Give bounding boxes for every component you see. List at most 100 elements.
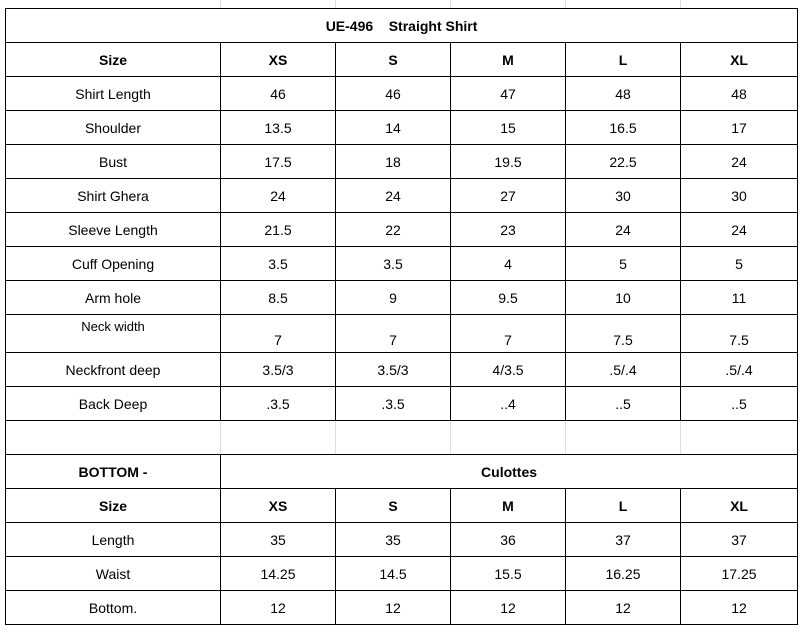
table-cell: ..4	[450, 386, 566, 421]
table-cell: 12	[565, 590, 681, 625]
table-cell: 18	[335, 144, 451, 179]
table-cell: 4/3.5	[450, 352, 566, 387]
table-cell: .3.5	[335, 386, 451, 421]
table-title: UE-496 Straight Shirt	[4, 8, 799, 43]
table-cell: 12	[679, 590, 799, 625]
table-cell: 14.5	[335, 556, 451, 591]
table-cell: 7	[220, 314, 336, 353]
table-row: Bottom. 12 12 12 12 12	[5, 590, 799, 625]
table-row: Waist 14.25 14.5 15.5 16.25 17.25	[5, 556, 799, 591]
section-label: BOTTOM -	[5, 454, 221, 489]
row-label: Length	[5, 522, 221, 557]
table-cell: 30	[679, 178, 799, 213]
column-header: M	[450, 488, 566, 523]
table-cell: 19.5	[450, 144, 566, 179]
table-cell: 3.5	[335, 246, 451, 281]
table-row: Neck width 7 7 7 7.5 7.5	[5, 314, 799, 353]
table-cell: 14.25	[220, 556, 336, 591]
empty-cell	[335, 420, 451, 455]
table-cell: 7	[335, 314, 451, 353]
table-cell: 8.5	[220, 280, 336, 315]
empty-cell	[450, 420, 566, 455]
column-header: XL	[679, 488, 799, 523]
column-header: L	[565, 42, 681, 77]
table-cell: ..5	[565, 386, 681, 421]
table-cell: 46	[335, 76, 451, 111]
table-cell: 9.5	[450, 280, 566, 315]
column-header: M	[450, 42, 566, 77]
empty-cell	[565, 420, 681, 455]
table-row: Shoulder 13.5 14 15 16.5 17	[5, 110, 799, 145]
table-cell: 3.5	[220, 246, 336, 281]
table-cell: 37	[679, 522, 799, 557]
table-cell: 24	[679, 212, 799, 247]
table-cell: 35	[335, 522, 451, 557]
table-cell: 24	[220, 178, 336, 213]
column-header: XS	[220, 488, 336, 523]
empty-cell	[5, 420, 221, 455]
empty-cell	[679, 420, 799, 455]
table-cell: 13.5	[220, 110, 336, 145]
table-cell: 24	[335, 178, 451, 213]
column-header: XL	[679, 42, 799, 77]
column-header: S	[335, 42, 451, 77]
table-cell: 47	[450, 76, 566, 111]
bottom-title-row: BOTTOM - Culottes	[5, 454, 799, 489]
table-cell: 7.5	[679, 314, 799, 353]
table-cell: .5/.4	[679, 352, 799, 387]
size-chart-table: UE-496 Straight Shirt Size XS S M L XL Shirt Le…	[4, 8, 799, 625]
table-row: Neckfront deep 3.5/3 3.5/3 4/3.5.5/.4.5/.4	[5, 352, 799, 387]
table-cell: 17	[679, 110, 799, 145]
table-row: Sleeve Length 21.5 22 23 24 24	[5, 212, 799, 247]
table-cell: 3.5/3	[220, 352, 336, 387]
table-row: Length 35 35 36 37 37	[5, 522, 799, 557]
table-cell: 5	[565, 246, 681, 281]
table-cell: 7.5	[565, 314, 681, 353]
row-label: Waist	[5, 556, 221, 591]
table-cell: 15	[450, 110, 566, 145]
row-label: Shirt Ghera	[5, 178, 221, 213]
table-cell: 12	[220, 590, 336, 625]
table-cell: 37	[565, 522, 681, 557]
table-cell: 4	[450, 246, 566, 281]
column-header: XS	[220, 42, 336, 77]
table-row: Cuff Opening 3.5 3.5 4 5 5	[5, 246, 799, 281]
table-cell: 35	[220, 522, 336, 557]
blank-row	[5, 420, 799, 455]
row-label: Neck width	[5, 314, 221, 353]
column-header: S	[335, 488, 451, 523]
grid-lines	[0, 0, 800, 8]
row-label: Arm hole	[5, 280, 221, 315]
table-cell: 16.25	[565, 556, 681, 591]
table-row: Bust 17.5 18 19.5 22.5 24	[5, 144, 799, 179]
table-cell: 11	[679, 280, 799, 315]
table-cell: 12	[335, 590, 451, 625]
row-label: Neckfront deep	[5, 352, 221, 387]
table-cell: 36	[450, 522, 566, 557]
table-cell: .3.5	[220, 386, 336, 421]
table-cell: 46	[220, 76, 336, 111]
table-row: Shirt Ghera 24 24 27 30 30	[5, 178, 799, 213]
empty-cell	[220, 420, 336, 455]
table-cell: .5/.4	[565, 352, 681, 387]
table-cell: 7	[450, 314, 566, 353]
table-cell: 22	[335, 212, 451, 247]
table-cell: 24	[679, 144, 799, 179]
table-cell: 3.5/3	[335, 352, 451, 387]
section-title: Culottes	[219, 454, 799, 489]
table-cell: 23	[450, 212, 566, 247]
column-header: Size	[5, 488, 221, 523]
table-cell: 9	[335, 280, 451, 315]
table-cell: 21.5	[220, 212, 336, 247]
table-row: Back Deep .3.5.3.5 ..4 ..5 ..5	[5, 386, 799, 421]
table-cell: 17.5	[220, 144, 336, 179]
header-row: Size XS S M L XL	[5, 42, 799, 77]
row-label: Shirt Length	[5, 76, 221, 111]
table-cell: 12	[450, 590, 566, 625]
table-cell: 5	[679, 246, 799, 281]
table-cell: 30	[565, 178, 681, 213]
header-row: Size XS S M L XL	[5, 488, 799, 523]
row-label: Bottom.	[5, 590, 221, 625]
table-cell: 22.5	[565, 144, 681, 179]
table-cell: ..5	[679, 386, 799, 421]
